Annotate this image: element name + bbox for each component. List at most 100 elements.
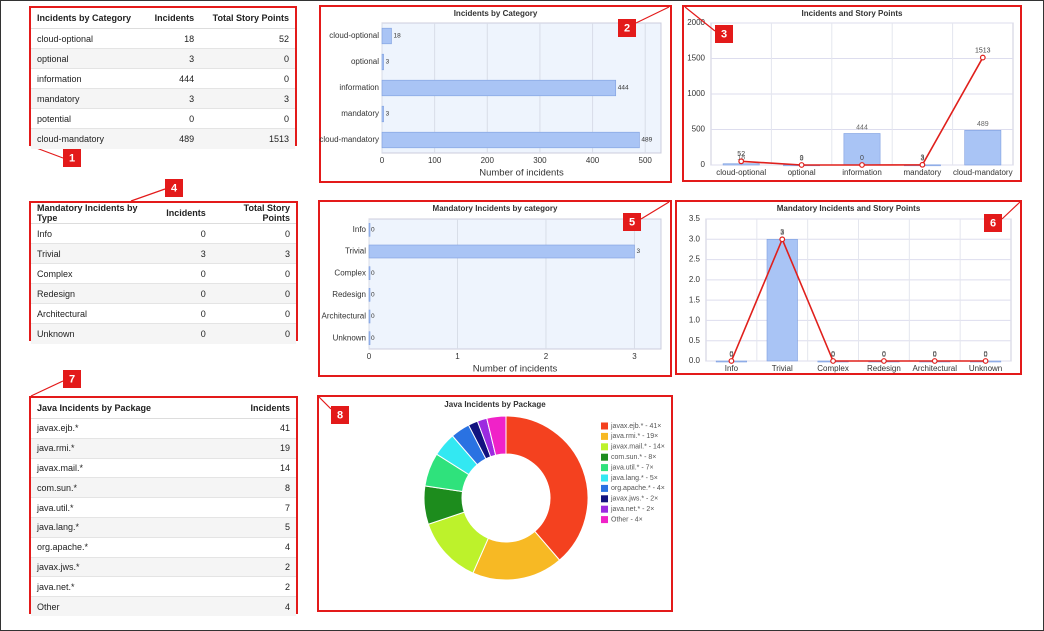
x-tick-label: 200: [481, 156, 495, 165]
data-label: 0: [371, 227, 375, 234]
table-row: mandatory 3 3: [31, 88, 295, 109]
callout-badge: [623, 213, 641, 231]
data-label: 0: [800, 155, 804, 162]
bar: [381, 105, 384, 123]
table-panel: Mandatory Incidents by Type Incidents Tota…: [29, 201, 298, 344]
legend-swatch: [601, 516, 608, 524]
chart-title: Incidents by Category: [454, 9, 538, 18]
table: Java Incidents by Package Incidents javax.…: [31, 398, 296, 617]
header-row: Mandatory Incidents by Type Incidents Tota…: [31, 203, 296, 224]
x-tick-label: 300: [533, 156, 547, 165]
legend-label: java.lang.* - 5×: [610, 475, 658, 482]
callout-number: 6: [990, 217, 996, 229]
table-cell: java.rmi.*: [31, 437, 220, 459]
data-label: 489: [641, 137, 652, 144]
x-axis-title: Number of incidents: [473, 364, 558, 375]
plot-area: [368, 218, 662, 350]
data-label: 18: [393, 33, 401, 40]
y-tick-label: 500: [692, 125, 706, 134]
table-cell: 4: [219, 536, 296, 558]
callout-number: 7: [69, 373, 75, 385]
bar: [368, 331, 371, 345]
line-point: [919, 161, 926, 168]
data-label: 444: [856, 124, 868, 131]
callout-number: 1: [69, 152, 75, 164]
table-cell: 444: [144, 68, 201, 89]
table-cell: javax.ejb.*: [31, 418, 220, 439]
table-cell: 0: [200, 48, 295, 69]
legend-swatch: [601, 484, 608, 492]
chart-title: Mandatory Incidents and Story Points: [777, 204, 921, 213]
table-cell: 0: [200, 68, 295, 89]
category-label: Complex: [817, 364, 849, 373]
y-tick-label: 0: [701, 160, 706, 169]
line-point: [779, 236, 786, 243]
callout-badge: [715, 25, 733, 43]
category-label: Architectural: [322, 312, 367, 321]
table-row: cloud-mandatory 489 1513: [31, 128, 295, 149]
line-point: [728, 358, 735, 364]
data-label: 0: [371, 292, 375, 299]
callout-number: 2: [624, 22, 630, 34]
category-label: Info: [353, 225, 367, 234]
legend-label: java.net.* - 2×: [610, 506, 654, 513]
y-tick-label: 2.5: [689, 255, 701, 264]
line-point: [738, 158, 745, 165]
data-label: 0: [371, 270, 375, 277]
table-cell: cloud-mandatory: [31, 128, 145, 149]
bar: [381, 131, 640, 149]
table-panel: Java Incidents by Package Incidents javax.…: [29, 396, 298, 617]
data-label: 3: [780, 230, 784, 237]
category-label: Trivial: [345, 247, 366, 256]
category-label: Unknown: [333, 333, 366, 342]
data-label: 3: [386, 111, 390, 118]
legend-swatch: [601, 422, 608, 430]
table-cell: 489: [144, 128, 201, 149]
column-header: Total Story Points: [200, 8, 295, 29]
table-cell: com.sun.*: [31, 477, 220, 498]
data-label: 1513: [975, 47, 991, 54]
callout-leader: [635, 6, 670, 24]
category-label: information: [842, 168, 882, 177]
category-label: mandatory: [341, 109, 379, 118]
legend-swatch: [601, 505, 608, 513]
table-cell: 0: [160, 263, 212, 284]
table: Incidents by Category Incidents Total Stor…: [31, 8, 295, 149]
x-tick-label: 500: [639, 156, 653, 165]
category-label: mandatory: [904, 168, 942, 177]
data-label: 0: [831, 352, 835, 359]
table-cell: 0: [160, 223, 212, 244]
x-axis-title: Number of incidents: [479, 168, 564, 179]
line-point: [798, 162, 805, 168]
table-cell: 0: [211, 283, 296, 304]
table: Mandatory Incidents by Type Incidents Tota…: [31, 203, 296, 344]
legend-label: javax.mail.* - 14×: [610, 444, 665, 451]
legend-label: com.sun.* - 8×: [611, 454, 656, 461]
line-point: [859, 162, 865, 168]
callout-number: 4: [171, 182, 178, 194]
bar: [766, 238, 798, 362]
bar: [381, 27, 392, 45]
bar: [368, 309, 371, 324]
table-row: Info 0 0: [31, 223, 296, 244]
table-row: cloud-optional 18 52: [31, 28, 295, 49]
line-point: [881, 358, 887, 364]
header-row: Java Incidents by Package Incidents: [31, 398, 296, 419]
table-row: javax.ejb.* 41: [31, 418, 296, 439]
table-row: Unknown 0 0: [31, 323, 296, 344]
table-cell: 0: [211, 323, 296, 344]
table-cell: Complex: [31, 263, 161, 284]
table-row: Trivial 3 3: [31, 243, 296, 264]
table-row: potential 0 0: [31, 108, 295, 129]
table-row: org.apache.* 4: [31, 536, 296, 558]
callout-badge: [63, 149, 81, 167]
y-tick-label: 3.0: [689, 234, 701, 243]
data-label: 3: [386, 59, 390, 66]
legend-label: java.util.* - 7×: [610, 464, 654, 471]
table-cell: java.lang.*: [31, 516, 220, 538]
table-cell: java.util.*: [31, 497, 220, 518]
legend-label: javax.jws.* - 2×: [610, 496, 658, 503]
table-cell: 5: [219, 516, 296, 538]
legend-label: Other - 4×: [611, 516, 643, 523]
